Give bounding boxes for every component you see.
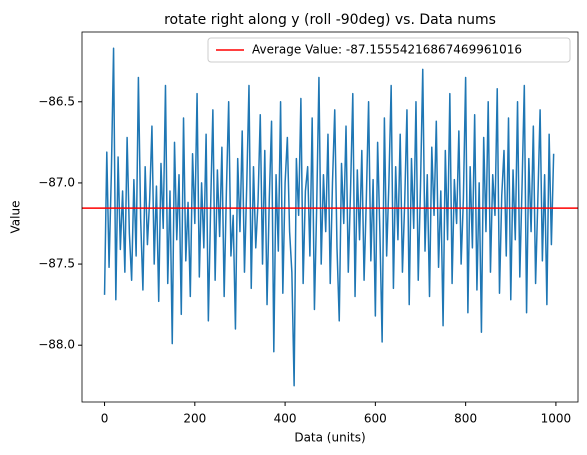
x-tick-label: 800 xyxy=(454,412,477,426)
y-tick-label: −87.5 xyxy=(38,257,75,271)
x-tick-label: 0 xyxy=(101,412,109,426)
y-tick-label: −88.0 xyxy=(38,338,75,352)
y-tick-label: −87.0 xyxy=(38,175,75,189)
legend-box xyxy=(207,37,571,63)
x-tick-label: 400 xyxy=(274,412,297,426)
x-tick-label: 1000 xyxy=(541,412,572,426)
chart-title: rotate right along y (roll -90deg) vs. D… xyxy=(164,12,496,28)
y-tick-label: −86.5 xyxy=(38,94,75,108)
y-axis-label: Value xyxy=(9,201,23,234)
legend-label: Average Value: -87.15554216867469961016 xyxy=(252,43,522,57)
x-tick-label: 600 xyxy=(364,412,387,426)
data-line xyxy=(103,47,555,387)
axes-frame xyxy=(81,31,579,403)
x-axis-label: Data (units) xyxy=(294,431,365,445)
x-tick-label: 200 xyxy=(183,412,206,426)
